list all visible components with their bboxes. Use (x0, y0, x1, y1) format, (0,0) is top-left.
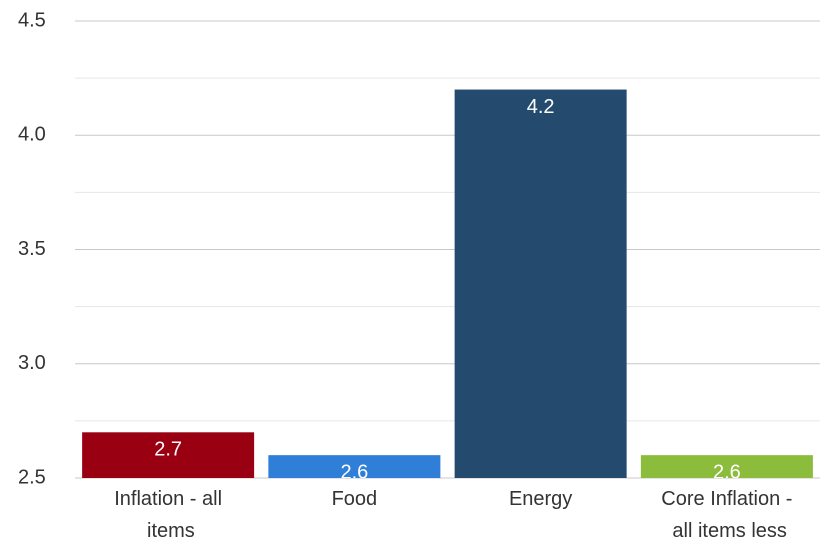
bar (268, 455, 441, 478)
value-label: 2.7 (154, 439, 182, 461)
plot-area: 2.7 2.6 4.2 2.6 (82, 89, 813, 483)
value-label: 2.6 (713, 461, 741, 483)
y-tick-label: 4.0 (18, 124, 46, 146)
bar (82, 432, 255, 478)
value-label: 2.6 (340, 461, 368, 483)
bar (640, 455, 813, 478)
x-tick-label: Energy (509, 488, 572, 510)
y-tick-label: 3.0 (18, 352, 46, 374)
y-tick-label: 3.5 (18, 238, 46, 260)
y-tick-label: 4.5 (18, 9, 46, 31)
y-tick-label: 2.5 (18, 466, 46, 488)
bar (454, 89, 627, 478)
x-tick-label: Inflation - all items (114, 488, 222, 542)
x-tick-label: Core Inflation - all items less (661, 488, 792, 542)
value-label: 4.2 (527, 96, 555, 118)
x-tick-label: Food (332, 488, 378, 510)
